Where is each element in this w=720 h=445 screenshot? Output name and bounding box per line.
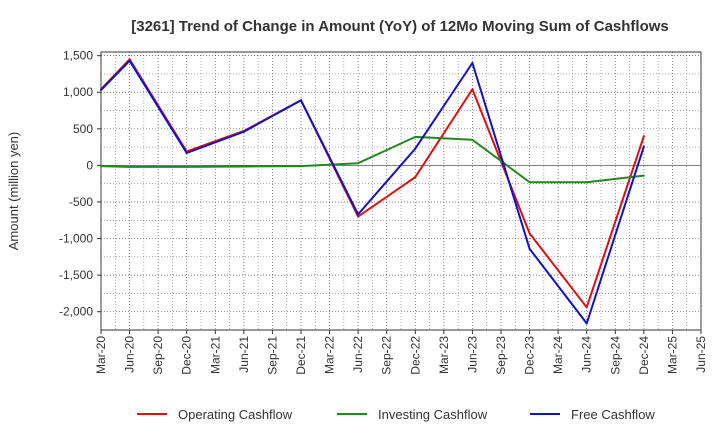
data-point	[100, 165, 102, 168]
x-tick-label: Sep-21	[265, 336, 279, 375]
data-point	[100, 89, 102, 92]
data-point	[128, 58, 131, 61]
data-point	[242, 165, 245, 168]
data-point	[642, 135, 645, 138]
x-tick-label: Jun-22	[351, 336, 365, 373]
x-tick-label: Mar-20	[94, 336, 108, 374]
data-point	[528, 181, 531, 184]
data-point	[357, 215, 360, 218]
legend-label-investing-cashflow: Investing Cashflow	[378, 407, 488, 422]
legend-label-free-cashflow: Free Cashflow	[571, 407, 655, 422]
x-tick-label: Mar-21	[208, 336, 222, 374]
data-point	[528, 247, 531, 250]
x-tick-label: Sep-20	[151, 336, 165, 375]
y-tick-label: -1,500	[59, 268, 93, 282]
data-point	[471, 88, 474, 91]
y-axis-label: Amount (million yen)	[6, 132, 21, 251]
x-tick-label: Jun-25	[694, 336, 708, 373]
y-tick-label: -1,000	[59, 232, 93, 246]
data-point	[414, 147, 417, 150]
x-tick-label: Dec-20	[180, 336, 194, 375]
axis-layer: 1,500 1,000 500 0 -500 -1,000 -1,500 -2,000 Mar-…	[59, 49, 708, 375]
chart-title: [3261] Trend of Change in Amount (YoY) o…	[131, 18, 669, 35]
data-point	[128, 165, 131, 168]
data-point	[300, 165, 302, 168]
grid-layer	[100, 52, 702, 330]
data-point	[471, 138, 474, 141]
x-tick-label: Mar-24	[551, 336, 565, 374]
x-tick-label: Dec-24	[637, 336, 651, 375]
data-point	[585, 306, 588, 309]
x-tick-label: Mar-22	[323, 336, 337, 374]
data-point	[585, 322, 588, 325]
data-point	[357, 213, 360, 216]
x-tick-label: Mar-25	[665, 336, 679, 374]
y-tick-label: 0	[86, 158, 93, 172]
data-point	[528, 232, 531, 235]
x-tick-label: Jun-24	[580, 336, 594, 373]
x-tick-label: Jun-20	[123, 336, 137, 373]
x-tick-label: Sep-24	[608, 336, 622, 375]
legend-label-operating-cashflow: Operating Cashflow	[178, 407, 293, 422]
x-tick-label: Mar-23	[437, 336, 451, 374]
x-tick-label: Dec-22	[408, 336, 422, 375]
y-tick-label: 500	[73, 122, 93, 136]
y-tick-label: 1,000	[63, 85, 93, 99]
data-point	[585, 181, 588, 184]
data-point	[185, 151, 188, 154]
x-tick-label: Sep-23	[494, 336, 508, 375]
data-point	[642, 174, 645, 177]
data-point	[128, 59, 131, 62]
x-tick-label: Sep-22	[380, 336, 394, 375]
x-tick-label: Jun-21	[237, 336, 251, 373]
x-tick-label: Jun-23	[465, 336, 479, 373]
data-point	[642, 145, 645, 148]
data-point	[414, 135, 417, 138]
data-point	[471, 61, 474, 64]
series-layer	[100, 58, 645, 325]
data-point	[357, 162, 360, 165]
y-tick-label: 1,500	[63, 49, 93, 63]
data-point	[185, 165, 188, 168]
y-tick-label: -500	[69, 195, 93, 209]
y-tick-label: -2,000	[59, 305, 93, 319]
x-tick-label: Dec-23	[523, 336, 537, 375]
legend: Operating Cashflow Investing Cashflow Free…	[137, 407, 655, 422]
data-point	[300, 99, 302, 102]
data-point	[242, 130, 245, 133]
x-tick-label: Dec-21	[294, 336, 308, 375]
data-point	[414, 176, 417, 179]
